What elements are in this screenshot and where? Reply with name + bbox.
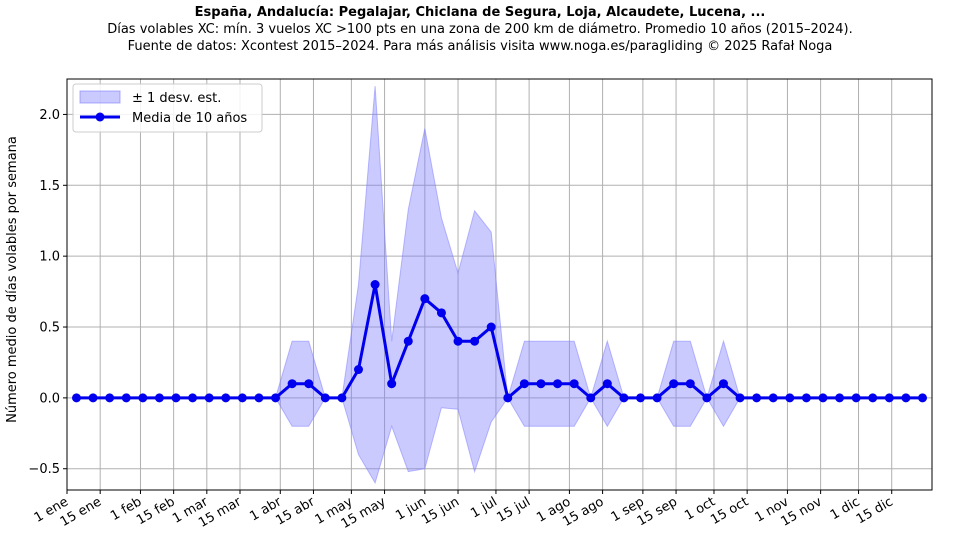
y-tick-label: 2.0 — [39, 108, 60, 123]
data-point — [503, 393, 513, 403]
data-point — [387, 379, 397, 389]
data-point — [918, 393, 928, 403]
data-point — [901, 393, 911, 403]
legend-label-line: Media de 10 años — [132, 111, 247, 126]
data-point — [138, 393, 148, 403]
data-point — [486, 322, 496, 332]
data-point — [652, 393, 662, 403]
y-axis-label: Número medio de días volables por semana — [5, 136, 20, 423]
data-point — [602, 379, 612, 389]
chart-header: España, Andalucía: Pegalajar, Chiclana d… — [0, 4, 960, 55]
legend: ± 1 desv. est. Media de 10 años — [72, 83, 263, 133]
data-point — [636, 393, 646, 403]
x-tick-label: 15 abr — [273, 494, 318, 528]
data-point — [403, 336, 413, 346]
data-point — [536, 379, 546, 389]
legend-label-band: ± 1 desv. est. — [132, 91, 221, 106]
data-point — [353, 365, 363, 375]
data-point — [88, 393, 98, 403]
x-tick-label: 15 feb — [134, 494, 177, 528]
data-point — [685, 379, 695, 389]
data-point — [884, 393, 894, 403]
x-tick-label: 15 jul — [494, 494, 533, 525]
data-point — [188, 393, 198, 403]
data-point — [436, 308, 446, 318]
data-point — [818, 393, 828, 403]
data-point — [105, 393, 115, 403]
plot-frame — [66, 78, 933, 491]
y-tick-label: 1.5 — [39, 179, 60, 194]
chart-subtitle-line-1: Días volables XC: mín. 3 vuelos XC >100 … — [107, 22, 853, 37]
y-tick-label: −0.5 — [28, 462, 60, 477]
grid-lines — [66, 79, 932, 490]
data-point — [785, 393, 795, 403]
data-point — [221, 393, 231, 403]
mean-points-layer — [71, 280, 928, 403]
data-point — [320, 393, 330, 403]
data-point — [337, 393, 347, 403]
x-tick-label: 1 jul — [468, 494, 500, 521]
data-point — [851, 393, 861, 403]
chart-subtitle-line-2: Fuente de datos: Xcontest 2015–2024. Par… — [127, 39, 833, 54]
data-point — [121, 393, 131, 403]
chart-title: España, Andalucía: Pegalajar, Chiclana d… — [194, 5, 766, 20]
x-tick-label: 15 oct — [708, 494, 751, 527]
data-point — [718, 379, 728, 389]
y-tick-label: 1.0 — [39, 250, 60, 265]
data-point — [254, 393, 264, 403]
data-point — [519, 379, 529, 389]
data-point — [287, 379, 297, 389]
data-point — [768, 393, 778, 403]
mean-line — [76, 283, 923, 400]
data-point — [669, 379, 679, 389]
legend-band-swatch — [79, 90, 121, 104]
data-point — [370, 280, 380, 289]
x-tick-label: 15 jun — [419, 494, 462, 527]
data-point — [569, 379, 579, 389]
y-tick-label: 0.5 — [39, 321, 60, 336]
data-point — [752, 393, 762, 403]
data-point — [71, 393, 81, 403]
data-point — [171, 393, 181, 403]
data-point — [553, 379, 563, 389]
y-axis-ticks: −0.5 0.0 0.5 1.0 1.5 2.0 — [28, 108, 67, 477]
data-point — [735, 393, 745, 403]
std-band-layer — [76, 86, 923, 485]
data-point — [204, 393, 214, 403]
data-point — [801, 393, 811, 403]
y-tick-label: 0.0 — [39, 391, 60, 406]
data-point — [271, 393, 281, 403]
data-point — [470, 336, 480, 346]
data-point — [619, 393, 629, 403]
data-point — [420, 294, 430, 304]
data-point — [304, 379, 314, 389]
data-point — [835, 393, 845, 403]
std-band-area — [76, 86, 923, 485]
data-point — [868, 393, 878, 403]
x-tick-label: 15 dic — [854, 494, 896, 527]
data-point — [586, 393, 596, 403]
data-point — [702, 393, 712, 403]
data-point — [154, 393, 164, 403]
mean-line-layer — [76, 283, 923, 400]
legend-line-marker — [95, 112, 105, 122]
data-point — [453, 336, 463, 346]
data-point — [237, 393, 247, 403]
